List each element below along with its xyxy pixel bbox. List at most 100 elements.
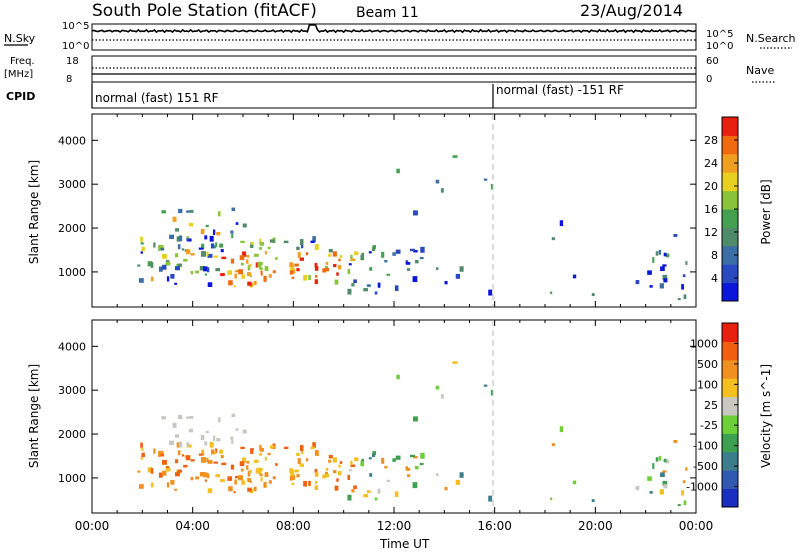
velocity-cell [314,468,318,474]
power-cell [303,274,308,281]
x-tick-label: 12:00 [377,519,412,533]
velocity-cell [310,446,315,450]
power-cell [655,251,659,256]
velocity-cell [177,469,182,473]
velocity-cell [158,451,161,457]
velocity-cell [242,429,247,434]
velocity-cell [176,442,181,448]
power-cell [215,268,221,272]
velocity-cell [200,434,205,441]
power-cell [250,242,254,248]
x-tick-label: 08:00 [276,519,311,533]
velocity-cell [395,455,401,460]
power-colorbar: 28 24 20 16 12 8 4 [704,116,739,302]
power-cell [649,285,653,288]
power-cell [419,257,424,260]
power-cell [267,246,271,250]
velocity-panel: 4000 3000 2000 1000 Slant Range [km] 1000 50… [27,319,773,514]
power-cell [300,239,304,246]
power-cell [455,273,461,279]
power-cell [337,265,342,270]
velocity-cell [377,488,381,494]
nsky-tick-high: 10^5 [62,21,89,32]
power-cell [682,274,686,278]
velocity-cell [215,448,218,453]
velocity-cell [303,480,308,487]
velocity-cell [228,486,233,492]
power-cell [272,270,276,274]
power-cell [381,251,385,258]
x-tick-label: 00:00 [679,519,714,533]
velocity-cell [220,479,225,483]
power-cell [242,251,247,257]
power-cell [322,268,327,273]
velocity-cell [230,436,234,440]
velocity-cell [204,479,207,482]
power-cell [249,263,252,267]
power-cell [220,273,225,277]
velocity-cell [199,471,205,477]
velocity-cell [415,465,419,470]
power-cell [264,266,269,272]
power-cell [216,232,221,236]
power-cell [360,255,365,261]
nsky-label: N.Sky [4,32,36,45]
power-cell [253,280,257,286]
velocity-cell [206,473,210,479]
velocity-cell [350,464,356,468]
velocity-cell [407,474,411,477]
velocity-cell [188,428,194,433]
power-cell [247,281,252,286]
power-cell [263,275,267,282]
velocity-cell [412,482,418,489]
power-cell [259,246,262,250]
power-cell [186,210,190,213]
velocity-cell [663,484,668,489]
power-cell [299,257,304,261]
power-cell [296,246,300,251]
power-cell [235,222,239,225]
power-cell [325,265,329,270]
velocity-cell [368,457,372,460]
y-tick-label: 4000 [58,134,86,147]
power-cell [264,250,267,255]
power-cell [415,259,419,264]
power-panel: 4000 3000 2000 1000 Slant Range [km] 28 24 20… [27,113,773,308]
velocity-cell [272,476,276,480]
velocity-cell [175,459,179,464]
velocity-cell [150,482,154,488]
velocity-cell [314,485,318,491]
power-cell [174,266,180,271]
velocity-cell [353,485,357,490]
power-cell [204,273,207,276]
velocity-cell [161,416,167,420]
x-tick-label: 00:00 [75,519,110,533]
velocity-cell [334,485,339,491]
power-cell [259,267,263,270]
power-cell [210,243,215,249]
colorbar-tick-label: -100 [693,440,718,453]
velocity-cell [159,453,165,457]
power-cell [246,259,249,264]
power-cell [198,247,204,250]
colorbar-tick-label: 500 [697,358,718,371]
velocity-cell [366,490,371,493]
y-tick-label: 2000 [58,428,86,441]
velocity-cell [247,470,251,477]
velocity-cell [396,374,400,380]
power-cell [234,270,240,273]
velocity-cell [635,486,640,491]
power-cell [172,216,177,222]
velocity-cell [220,455,224,459]
power-cell [663,252,667,257]
power-cell [662,264,667,267]
power-cell [203,266,208,272]
power-cell [314,266,319,271]
colorbar-swatch [722,153,738,173]
velocity-cell [483,384,488,387]
date-label: 23/Aug/2014 [580,1,683,20]
velocity-cell [195,476,199,480]
velocity-cell [328,459,332,463]
velocity-cell [354,457,359,462]
colorbar-swatch [722,378,738,398]
